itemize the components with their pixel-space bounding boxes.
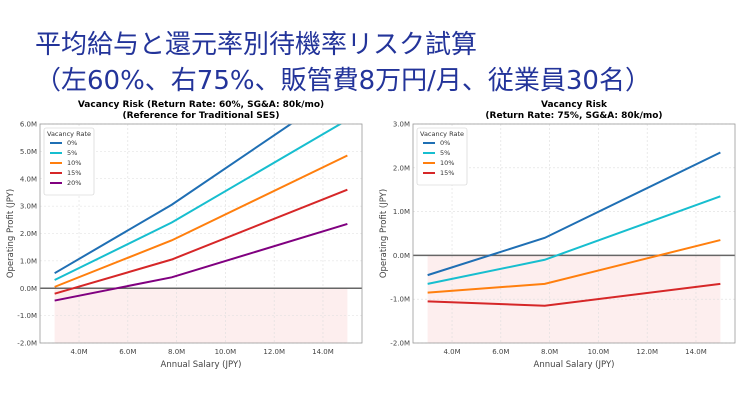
chart1-series-10% [427,239,721,294]
slide-title: 平均給与と還元率別待機率リスク試算 [35,30,478,60]
chart0-legend-label: 15% [67,169,81,177]
chart0-axes-frame [39,123,363,344]
chart1-xtick: 8.0M [541,348,558,356]
chart1-ytick: 1.0M [393,208,410,216]
chart1-ytick: 3.0M [393,121,410,129]
chart1-xtick: 14.0M [685,348,707,356]
chart1-xtick: 6.0M [492,348,509,356]
chart1-ylabel: Operating Profit (JPY) [379,189,389,278]
chart0-series-10% [54,154,348,288]
chart0-ytick: 5.0M [20,148,37,156]
chart0-xtick: 12.0M [263,348,285,356]
chart0-legend-label: 0% [67,139,77,147]
chart0-ytick: 1.0M [20,257,37,265]
chart1-ytick: 2.0M [393,164,410,172]
chart0-xtick: 8.0M [168,348,185,356]
chart0-series-20% [54,222,348,302]
chart1-xtick: 10.0M [588,348,610,356]
chart0-ylabel: Operating Profit (JPY) [6,189,16,278]
chart0-legend-title: Vacancy Rate [47,130,91,138]
chart0-ytick: 0.0M [20,285,37,293]
chart1-xtick: 4.0M [443,348,460,356]
chart0-xtick: 14.0M [312,348,334,356]
chart1-series-0% [427,151,721,277]
chart0-ytick: 6.0M [20,121,37,129]
chart0-ytick: 3.0M [20,203,37,211]
chart0-xtick: 6.0M [119,348,136,356]
chart1-subtitle: (Return Rate: 75%, SG&A: 80k/mo) [485,111,662,121]
chart1-axes-frame [412,123,736,344]
chart1-series-5% [427,195,721,285]
chart0-ytick: -2.0M [17,340,37,348]
slide-subtitle: （左60%、右75%、販管費8万円/月、従業員30名） [35,66,651,96]
chart1-legend-title: Vacancy Rate [420,130,464,138]
chart0-series-15% [54,188,348,295]
chart1-ytick: -2.0M [390,340,410,348]
chart1-legend-label: 5% [440,149,450,157]
chart0-legend-label: 10% [67,159,81,167]
chart0-legend [43,127,95,196]
chart0-title: Vacancy Risk (Return Rate: 60%, SG&A: 80… [78,100,324,110]
chart0-legend-label: 20% [67,179,81,187]
chart0-series-5% [54,124,343,281]
chart0-ytick: 4.0M [20,175,37,183]
chart1-series-15% [427,282,721,307]
chart1-title: Vacancy Risk [541,100,608,110]
chart0-xtick: 4.0M [70,348,87,356]
chart0-ytick: 2.0M [20,230,37,238]
chart1-ytick: 0.0M [393,252,410,260]
chart1-ytick: -1.0M [390,296,410,304]
chart0-ytick: -1.0M [17,312,37,320]
chart1-legend-label: 0% [440,139,450,147]
chart0-legend-label: 5% [67,149,77,157]
chart1-legend-label: 15% [440,169,454,177]
chart0-subtitle: (Reference for Traditional SES) [122,111,279,121]
chart1-xtick: 12.0M [636,348,658,356]
chart0-xtick: 10.0M [215,348,237,356]
chart0-xlabel: Annual Salary (JPY) [161,360,242,370]
chart0-series-0% [54,124,293,275]
chart1-xlabel: Annual Salary (JPY) [534,360,615,370]
chart1-legend-label: 10% [440,159,454,167]
